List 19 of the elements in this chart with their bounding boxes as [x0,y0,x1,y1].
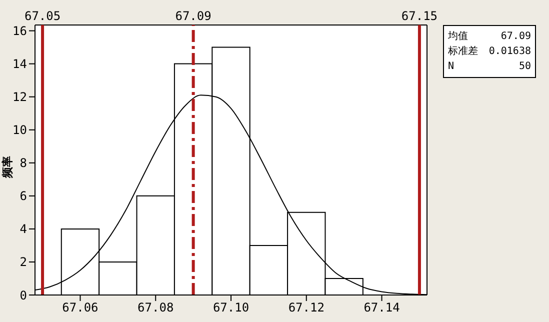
y-tick-label: 12 [12,90,27,104]
y-tick-label: 6 [20,189,27,204]
y-tick-label: 14 [12,57,27,72]
stats-box: 均值 67.09 标准差 0.01638 N 50 [443,25,536,78]
y-tick-label: 4 [20,222,27,236]
y-axis-title: 频率 [0,156,15,178]
x-tick-label: 67.10 [212,300,250,315]
x-tick-label: 67.08 [138,300,174,315]
ref-line-label: 67.09 [175,9,212,23]
ref-line-label: 67.05 [24,9,61,23]
y-tick-label: 0 [20,288,27,302]
y-tick-label: 10 [12,123,27,138]
x-tick-label: 67.14 [364,300,400,315]
y-tick-label: 8 [20,156,27,170]
y-tick-label: 2 [20,255,27,270]
x-tick-label: 67.12 [288,300,324,315]
ref-line-label: 67.15 [401,9,438,23]
y-tick-label: 16 [12,24,27,38]
x-tick-label: 67.06 [62,300,98,315]
